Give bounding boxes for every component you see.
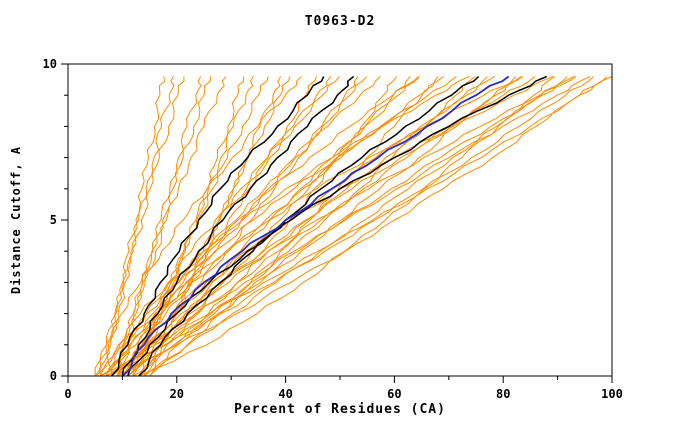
model-curve — [94, 76, 302, 377]
highlight-model-curve — [121, 75, 355, 377]
model-curve — [143, 76, 568, 377]
model-curve — [116, 76, 607, 377]
x-tick-label: 20 — [170, 387, 184, 401]
model-curve — [121, 76, 577, 377]
y-tick-label: 5 — [50, 213, 57, 227]
model-curve — [110, 76, 202, 377]
y-tick-label: 10 — [43, 57, 57, 71]
model-curve — [138, 76, 556, 377]
model-curve — [105, 76, 470, 377]
model-curve — [127, 76, 381, 377]
model-curve — [132, 76, 536, 377]
model-curve — [120, 76, 227, 377]
model-curve — [100, 76, 457, 377]
x-tick-label: 100 — [601, 387, 623, 401]
highlight-model-curve — [127, 75, 547, 377]
x-tick-label: 60 — [387, 387, 401, 401]
model-curve — [100, 76, 594, 377]
model-curve — [127, 76, 420, 377]
model-curve — [149, 76, 439, 377]
model-curve — [127, 76, 245, 377]
model-curve — [100, 76, 318, 377]
best-model-curve — [121, 75, 510, 377]
x-tick-label: 0 — [64, 387, 71, 401]
model-curve — [111, 76, 488, 377]
x-tick-label: 80 — [496, 387, 510, 401]
model-curve — [105, 76, 613, 377]
model-curve — [105, 76, 185, 377]
model-curve — [138, 76, 411, 377]
x-axis-label: Percent of Residues (CA) — [234, 402, 446, 417]
highlight-model-curve — [110, 76, 325, 377]
model-curve — [99, 76, 175, 377]
model-curve — [122, 76, 368, 377]
chart-title: T0963-D2 — [304, 14, 376, 29]
model-curve — [149, 76, 575, 377]
model-curve — [94, 76, 166, 377]
model-curve — [105, 76, 332, 377]
y-tick-label: 0 — [50, 369, 57, 383]
x-tick-label: 40 — [278, 387, 292, 401]
